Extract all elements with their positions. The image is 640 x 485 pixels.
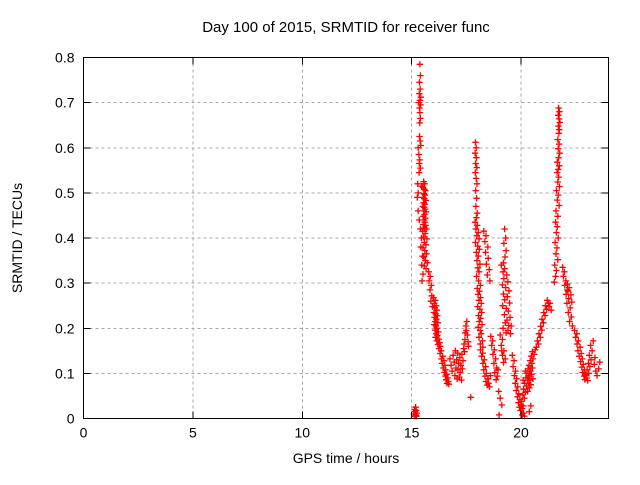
x-tick-label: 20: [513, 425, 529, 441]
x-axis-label: GPS time / hours: [293, 450, 400, 466]
data-point-markers: [410, 61, 603, 420]
x-tick-labels: 0 5 10 15 20: [80, 425, 529, 441]
y-tick-label: 0.3: [55, 275, 75, 291]
x-tick-label: 10: [294, 425, 310, 441]
chart-title: Day 100 of 2015, SRMTID for receiver fun…: [202, 19, 490, 36]
y-axis-label: SRMTID / TECUs: [9, 183, 25, 293]
y-tick-labels: 0 0.1 0.2 0.3 0.4 0.5 0.6 0.7 0.8: [55, 50, 75, 427]
grid-lines: [83, 57, 609, 419]
y-tick-label: 0.1: [55, 365, 75, 381]
x-tick-label: 0: [80, 425, 88, 441]
scatter-points: [410, 61, 603, 420]
x-tick-label: 5: [189, 425, 197, 441]
y-tick-label: 0.8: [55, 50, 75, 66]
y-tick-label: 0.7: [55, 95, 75, 111]
y-tick-label: 0.5: [55, 185, 75, 201]
x-tick-label: 15: [404, 425, 420, 441]
axis-ticks: [83, 57, 609, 419]
y-tick-label: 0.2: [55, 320, 75, 336]
y-tick-label: 0.6: [55, 140, 75, 156]
y-tick-label: 0.4: [55, 230, 75, 246]
y-tick-label: 0: [67, 411, 75, 427]
